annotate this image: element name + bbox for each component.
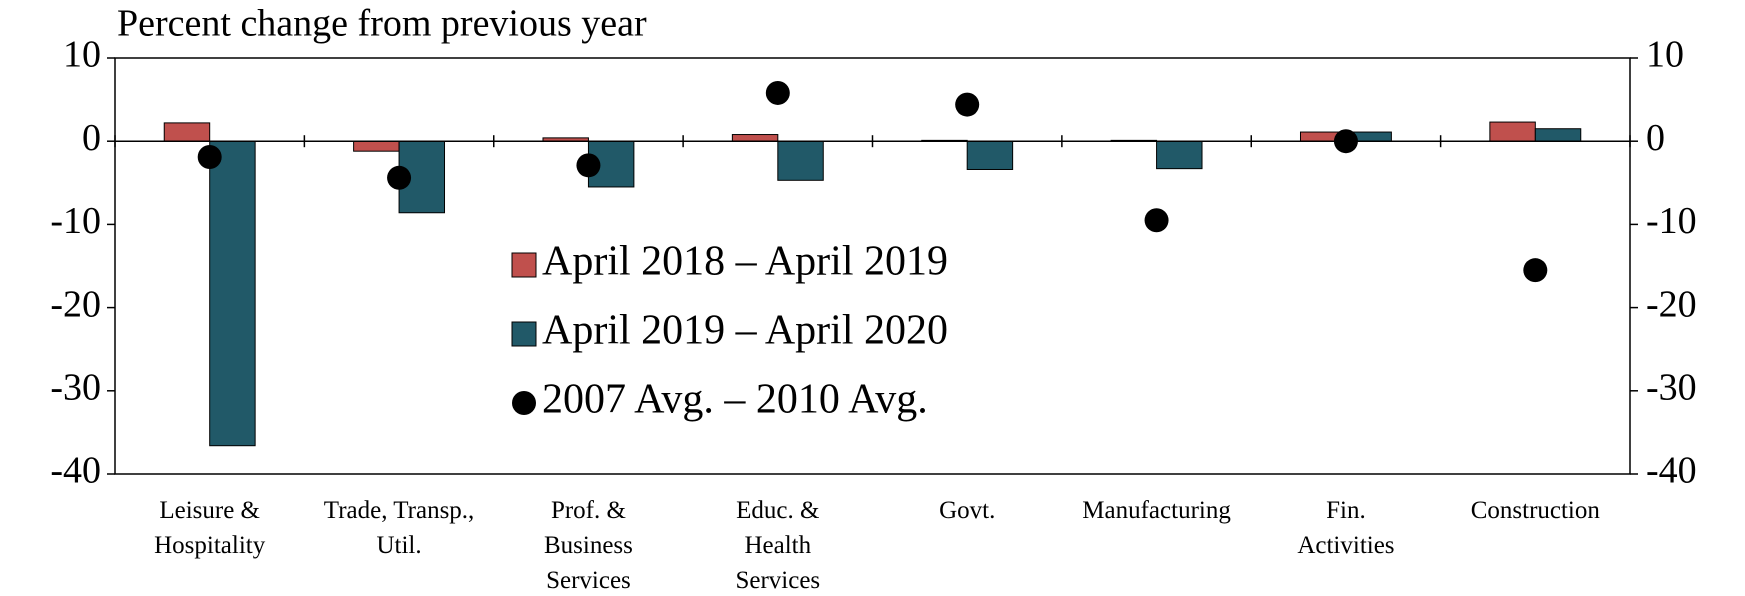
dot	[955, 92, 980, 117]
x-tick-label: Leisure & Hospitality	[154, 497, 266, 559]
dot	[387, 165, 412, 190]
legend-swatch	[511, 252, 537, 278]
chart-title: Percent change from previous year	[117, 3, 647, 45]
bar	[1534, 128, 1582, 142]
y2-tick-label: -40	[1646, 450, 1697, 492]
x-tick-label: Prof. & Business Services	[544, 497, 633, 594]
dot	[1523, 258, 1548, 283]
bar	[777, 140, 824, 181]
dot	[197, 145, 222, 170]
bar	[731, 134, 779, 142]
y-tick-label: -40	[50, 450, 101, 492]
bar	[209, 140, 256, 447]
x-tick-label: Construction	[1471, 497, 1601, 524]
dot	[765, 80, 790, 105]
bar	[1489, 121, 1536, 142]
x-tick-label: Govt.	[939, 497, 995, 524]
y2-tick-label: -30	[1646, 367, 1697, 409]
y2-tick-label: -10	[1646, 200, 1697, 242]
y-tick-label: -10	[50, 200, 101, 242]
x-tick-label: Fin. Activities	[1297, 497, 1394, 559]
y-tick-label: 0	[82, 117, 101, 159]
dot	[576, 153, 601, 178]
dot	[1144, 208, 1169, 233]
y2-tick-label: 0	[1646, 117, 1665, 159]
legend-swatch	[511, 321, 537, 347]
y-tick-label: -30	[50, 367, 101, 409]
x-tick-label: Manufacturing	[1082, 497, 1231, 524]
y2-tick-label: 10	[1646, 34, 1684, 76]
legend-label: April 2018 – April 2019	[542, 239, 948, 285]
y-tick-label: 10	[63, 34, 101, 76]
bar	[1156, 140, 1203, 170]
bar	[163, 122, 211, 142]
legend-label: April 2019 – April 2020	[542, 308, 948, 354]
bar	[353, 140, 400, 152]
y-tick-label: -20	[50, 283, 101, 325]
bar	[966, 140, 1014, 170]
x-tick-label: Educ. & Health Services	[735, 497, 820, 594]
legend-swatch	[512, 391, 536, 415]
x-tick-label: Trade, Transp., Util.	[324, 497, 475, 559]
plot-frame	[114, 57, 1631, 475]
legend-label: 2007 Avg. – 2010 Avg.	[542, 377, 928, 423]
y2-tick-label: -20	[1646, 283, 1697, 325]
